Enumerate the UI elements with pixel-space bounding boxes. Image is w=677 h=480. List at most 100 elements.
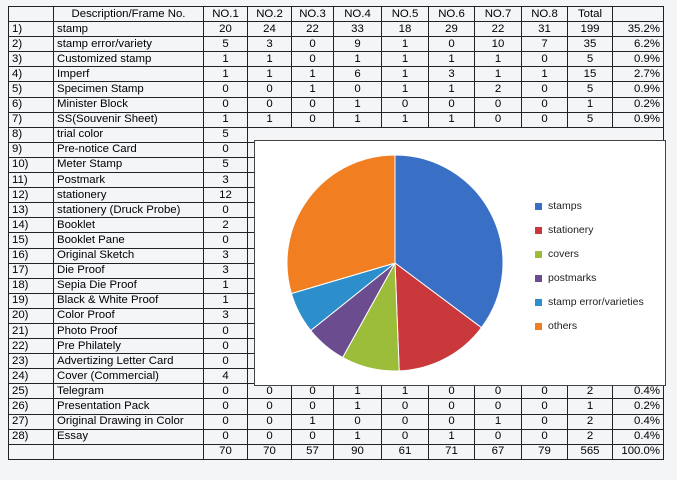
table-row: 26) Presentation Pack 0 0 0 1 0 0 0 0 1 0.2% <box>8 398 664 415</box>
row-total: 199 <box>567 21 613 38</box>
frame-count-cell: 1 <box>203 51 248 68</box>
frame-count-cell: 1 <box>428 111 475 128</box>
frame-count-cell: 0 <box>474 428 522 445</box>
frame-count-cell: 1 <box>381 111 429 128</box>
frame-count-cell: 0 <box>291 36 334 53</box>
row-total: 5 <box>567 111 613 128</box>
row-description: Minister Block <box>53 96 204 113</box>
header-column: NO.5 <box>381 5 429 23</box>
row-description: Presentation Pack <box>53 398 204 415</box>
row-percent: 0.4% <box>612 428 664 445</box>
frame-count-cell: 1 <box>333 398 382 415</box>
row-index: 9) <box>8 141 54 158</box>
header-column: NO.4 <box>333 5 382 23</box>
table-row: 3) Customized stamp 1 1 0 1 1 1 1 0 5 0.9% <box>8 51 664 68</box>
row-total: 5 <box>567 81 613 98</box>
frame-count-cell: 67 <box>474 443 522 460</box>
frame-count-cell: 1 <box>203 292 248 309</box>
frame-count-cell: 1 <box>521 66 568 83</box>
legend-entry: stamps <box>535 194 644 218</box>
frame-count-cell: 3 <box>203 247 248 264</box>
row-index: 6) <box>8 96 54 113</box>
row-percent: 0.9% <box>612 81 664 98</box>
frame-count-cell: 22 <box>291 21 334 38</box>
frame-count-cell: 71 <box>428 443 475 460</box>
row-index: 17) <box>8 262 54 279</box>
header-percent <box>612 5 664 23</box>
frame-count-cell: 1 <box>247 111 292 128</box>
row-index: 15) <box>8 232 54 249</box>
row-index: 1) <box>8 21 54 38</box>
row-description: Photo Proof <box>53 322 204 340</box>
row-index: 26) <box>8 398 54 415</box>
frame-count-cell: 9 <box>333 36 382 53</box>
frame-count-cell: 0 <box>203 202 248 219</box>
legend-label: postmarks <box>548 272 597 284</box>
frame-count-cell: 0 <box>474 96 522 113</box>
frame-count-cell: 1 <box>247 51 292 68</box>
row-index: 20) <box>8 307 54 324</box>
table-header: Description/Frame No. NO.1 NO.2 NO.3 NO.4 NO.… <box>8 5 664 23</box>
row-percent: 0.4% <box>612 383 664 400</box>
row-description: Die Proof <box>53 262 204 279</box>
frame-count-cell: 0 <box>203 383 248 400</box>
row-percent: 2.7% <box>612 66 664 83</box>
row-description: Original Sketch <box>53 247 204 264</box>
frame-count-cell: 0 <box>381 96 429 113</box>
frame-count-cell: 3 <box>247 36 292 53</box>
frame-count-cell: 6 <box>333 66 382 83</box>
frame-count-cell: 0 <box>291 428 334 445</box>
frame-count-cell: 5 <box>203 156 248 174</box>
row-description: Imperf <box>53 66 204 83</box>
row-description: stamp error/variety <box>53 36 204 53</box>
frame-count-cell: 0 <box>247 413 292 430</box>
row-description: Booklet Pane <box>53 232 204 249</box>
table-row: 7) SS(Souvenir Sheet) 1 1 0 1 1 1 0 0 5 0.9% <box>8 111 664 128</box>
frame-count-cell: 0 <box>247 383 292 400</box>
frame-count-cell: 0 <box>474 111 522 128</box>
row-total: 2 <box>567 413 613 430</box>
frame-count-cell: 1 <box>333 428 382 445</box>
row-index: 11) <box>8 172 54 189</box>
row-description: stationery (Druck Probe) <box>53 202 204 219</box>
row-index: 28) <box>8 428 54 445</box>
legend-label: stamp error/varieties <box>548 296 644 308</box>
frame-count-cell: 1 <box>428 51 475 68</box>
frame-count-cell: 29 <box>428 21 475 38</box>
legend-entry: stationery <box>535 218 644 242</box>
frame-count-cell: 70 <box>203 443 248 460</box>
header-column: NO.8 <box>521 5 568 23</box>
header-description: Description/Frame No. <box>53 5 204 23</box>
frame-count-cell: 0 <box>521 111 568 128</box>
frame-count-cell: 0 <box>203 81 248 98</box>
frame-count-cell: 0 <box>428 383 475 400</box>
row-percent: 0.9% <box>612 111 664 128</box>
pie-slice-stamps <box>394 154 504 329</box>
frame-count-cell: 1 <box>333 96 382 113</box>
frame-count-cell: 1 <box>474 413 522 430</box>
row-description: Telegram <box>53 383 204 400</box>
table-row: 25) Telegram 0 0 0 1 1 0 0 0 2 0.4% <box>8 383 664 400</box>
row-percent: 0.4% <box>612 413 664 430</box>
row-total: 35 <box>567 36 613 53</box>
frame-count-cell: 7 <box>521 36 568 53</box>
row-index: 2) <box>8 36 54 53</box>
frame-count-cell: 0 <box>203 428 248 445</box>
legend-entry: covers <box>535 242 644 266</box>
legend-swatch <box>535 202 542 210</box>
frame-count-cell: 1 <box>381 383 429 400</box>
frame-count-cell: 1 <box>203 66 248 83</box>
frame-count-cell: 0 <box>428 413 475 430</box>
table-row: 5) Specimen Stamp 0 0 1 0 1 1 2 0 5 0.9% <box>8 81 664 98</box>
legend-label: stamps <box>548 200 582 212</box>
row-description: stamp <box>53 21 204 38</box>
frame-count-cell: 70 <box>247 443 292 460</box>
table-row: 6) Minister Block 0 0 0 1 0 0 0 0 1 0.2% <box>8 96 664 113</box>
row-index: 22) <box>8 338 54 355</box>
row-index: 5) <box>8 81 54 98</box>
pie-slice-stationery <box>394 261 483 372</box>
row-description: Specimen Stamp <box>53 81 204 98</box>
row-percent: 100.0% <box>612 443 664 460</box>
frame-count-cell: 1 <box>291 66 334 83</box>
frame-count-cell: 0 <box>247 81 292 98</box>
